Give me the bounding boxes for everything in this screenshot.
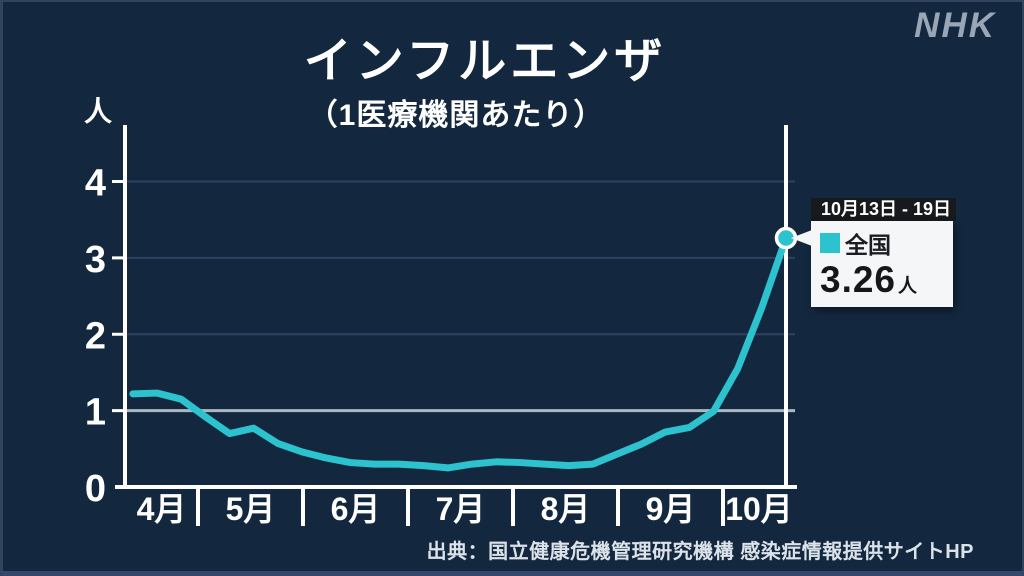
frame-edge-right bbox=[1022, 0, 1024, 576]
month-label: 9月 bbox=[646, 491, 696, 527]
nhk-logo: NHK bbox=[914, 6, 996, 45]
series-name: 全国 bbox=[845, 232, 891, 258]
latest-value-callout: 10月13日 - 19日 全国 3.26 人 bbox=[791, 198, 956, 307]
y-tick-label: 0 bbox=[85, 468, 106, 510]
plot-area: 0 1 2 3 4 4月 5月 6月 7月 8月 9月 10月 bbox=[85, 125, 798, 527]
source-caption: 出典：国立健康危機管理研究機構 感染症情報提供サイトHP bbox=[426, 541, 974, 563]
chart-subtitle: （1医療機関あたり） bbox=[307, 99, 605, 132]
frame-edge-left bbox=[0, 0, 3, 576]
series-color-swatch bbox=[820, 233, 840, 253]
callout-series-row: 全国 bbox=[820, 226, 945, 260]
month-label: 5月 bbox=[226, 491, 276, 527]
y-tick-label: 3 bbox=[85, 239, 106, 281]
y-tick-label: 2 bbox=[85, 315, 106, 357]
month-label: 6月 bbox=[331, 491, 381, 527]
month-label: 7月 bbox=[436, 491, 486, 527]
callout-unit: 人 bbox=[898, 276, 918, 297]
month-label: 8月 bbox=[541, 491, 591, 527]
frame-edge-top bbox=[0, 0, 1024, 2]
data-line-national bbox=[129, 234, 790, 472]
month-label: 10月 bbox=[725, 491, 793, 527]
callout-pointer-icon bbox=[791, 230, 812, 246]
frame-edge-bottom bbox=[0, 571, 1024, 576]
chart-title: インフルエンザ bbox=[303, 35, 667, 88]
callout-period: 10月13日 - 19日 bbox=[811, 198, 956, 221]
y-tick-label: 1 bbox=[85, 392, 106, 434]
month-label: 4月 bbox=[137, 491, 187, 527]
y-tick-label: 4 bbox=[85, 163, 106, 205]
callout-value: 3.26 bbox=[820, 259, 897, 300]
callout-body: 全国 3.26 人 bbox=[811, 221, 954, 307]
callout-value-row: 3.26 人 bbox=[820, 259, 945, 300]
y-axis-unit-label: 人 bbox=[84, 96, 112, 127]
